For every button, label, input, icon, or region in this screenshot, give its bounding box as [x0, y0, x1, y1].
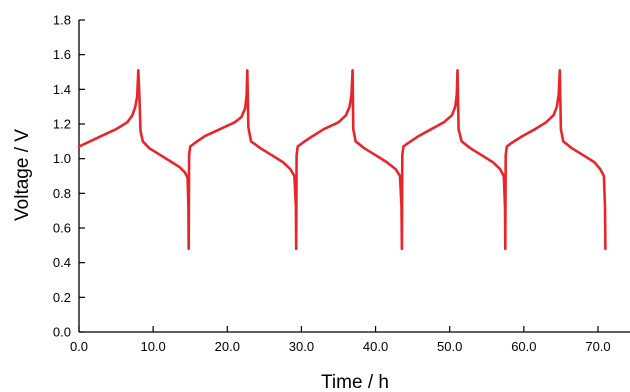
y-tick-label: 0.8: [53, 186, 71, 201]
y-tick-label: 1.8: [53, 13, 71, 28]
y-tick-label: 0.6: [53, 221, 71, 236]
x-tick-label: 60.0: [511, 339, 536, 354]
series-layer: [77, 69, 607, 251]
y-tick-label: 0.2: [53, 290, 71, 305]
x-tick-label: 30.0: [289, 339, 314, 354]
x-axis-label: Time / h: [321, 372, 389, 392]
y-tick-label: 0.0: [53, 325, 71, 340]
ticks: 0.0 0.2 0.4 0.6 0.8 1.0 1.2 1.4 1.6 1.8 0.0 10.0 20.…: [53, 13, 611, 355]
axes: [78, 20, 630, 333]
x-tick-label: 20.0: [215, 339, 240, 354]
y-tick-label: 1.4: [53, 82, 71, 97]
series-line: [77, 69, 607, 251]
x-tick-label: 10.0: [140, 339, 165, 354]
x-tick-label: 40.0: [363, 339, 388, 354]
x-tick-label: 70.0: [585, 339, 610, 354]
y-tick-label: 1.6: [53, 47, 71, 62]
x-tick-label: 0.0: [70, 339, 88, 354]
y-tick-label: 1.0: [53, 151, 71, 166]
y-tick-label: 0.4: [53, 255, 71, 270]
y-axis-label: Voltage / V: [12, 129, 33, 221]
x-tick-label: 50.0: [437, 339, 462, 354]
y-tick-label: 1.2: [53, 117, 71, 132]
